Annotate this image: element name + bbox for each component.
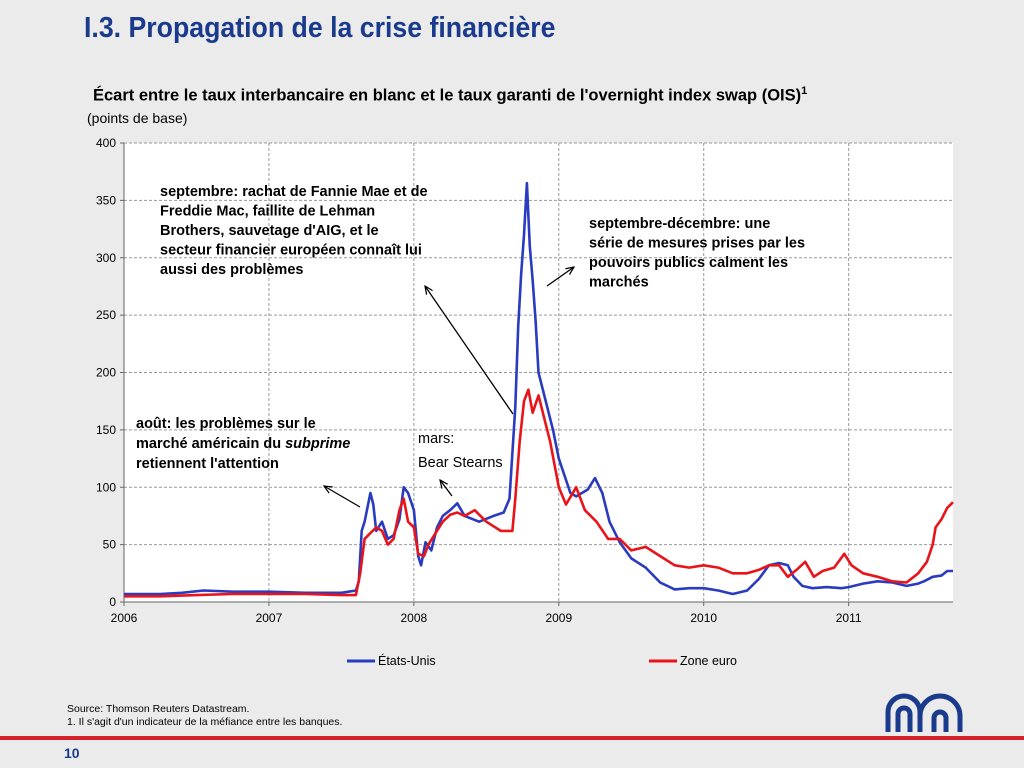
annotation-line: marché américain du subprime [136, 436, 350, 452]
x-tick-label: 2010 [690, 611, 717, 625]
series [124, 181, 954, 598]
chart-title: Écart entre le taux interbancaire en bla… [93, 85, 807, 106]
y-tick-label: 200 [96, 366, 116, 380]
y-tick-label: 150 [96, 423, 116, 437]
annotation-line: aussi des problèmes [160, 262, 303, 278]
x-tick-label: 2006 [111, 611, 138, 625]
logo-arch-inner [931, 709, 949, 732]
axes: 0 50 100 150 200 250 300 350 400 2006 2007 2008 2009… [96, 136, 953, 625]
arrow-september [425, 286, 514, 415]
x-tick-label: 2008 [401, 611, 428, 625]
annotation-line: août: les problèmes sur le [136, 416, 316, 432]
annotations: septembre: rachat de Fannie Mae et de Fre… [136, 184, 805, 472]
arrow-sept-dec [546, 267, 574, 287]
y-tick-label: 50 [103, 538, 117, 552]
chart-subtitle: (points de base) [87, 110, 188, 126]
annotation-sept-dec: septembre-décembre: une série de mesures … [589, 216, 805, 291]
series-line-united-states [124, 181, 953, 596]
series-line-euro-area [124, 388, 954, 598]
annotation-line: secteur financier européen connaît lui [160, 243, 422, 259]
y-tick-label: 100 [96, 480, 116, 494]
annotation-line: série de mesures prises par les [589, 236, 805, 252]
y-tick-label: 400 [96, 136, 116, 150]
y-tick-label: 350 [96, 193, 116, 207]
chart-title-footnote-mark: 1 [801, 85, 808, 97]
institution-logo [885, 693, 963, 732]
logo-arch-right [917, 693, 963, 732]
annotation-italic-term: subprime [285, 436, 350, 452]
annotation-line: retiennent l'attention [136, 456, 279, 472]
legend-label: États-Unis [378, 653, 436, 668]
annotation-september: septembre: rachat de Fannie Mae et de Fre… [160, 184, 428, 278]
legend: États-Unis Zone euro [347, 653, 737, 668]
y-tick-label: 0 [109, 595, 116, 609]
annotation-line: septembre: rachat de Fannie Mae et de [160, 184, 428, 200]
source-note: Source: Thomson Reuters Datastream. [67, 703, 250, 715]
line-chart: 0 50 100 150 200 250 300 350 400 2006 2007 2008 2009… [96, 136, 954, 668]
annotation-line: mars: [418, 431, 454, 447]
annotation-march: mars: Bear Stearns [418, 431, 503, 471]
logo-arch-left [885, 693, 923, 732]
annotation-line: marchés [589, 275, 649, 291]
y-tick-label: 300 [96, 251, 116, 265]
legend-item-united-states: États-Unis [347, 653, 436, 668]
annotation-line: Brothers, sauvetage d'AIG, et le [160, 223, 379, 239]
arrow-august [324, 486, 361, 508]
x-tick-label: 2011 [836, 611, 862, 625]
page-number: 10 [64, 745, 80, 761]
chart-title-text: Écart entre le taux interbancaire en bla… [93, 86, 802, 105]
annotation-arrows [324, 267, 574, 508]
slide-title: I.3. Propagation de la crise financière [84, 12, 556, 44]
annotation-line: Freddie Mac, faillite de Lehman [160, 204, 375, 220]
annotation-line: Bear Stearns [418, 455, 503, 471]
arrow-march [440, 480, 453, 497]
annotation-line: pouvoirs publics calment les [589, 255, 788, 271]
bottom-rule [0, 736, 1024, 740]
footnote: 1. Il s'agit d'un indicateur de la méfia… [67, 716, 343, 728]
x-tick-label: 2007 [256, 611, 283, 625]
legend-label: Zone euro [680, 654, 737, 668]
y-tick-label: 250 [96, 308, 116, 322]
legend-item-euro-area: Zone euro [649, 654, 737, 668]
annotation-text: marché américain du [136, 436, 285, 452]
annotation-line: septembre-décembre: une [589, 216, 770, 232]
annotation-august: août: les problèmes sur le marché américa… [136, 416, 350, 472]
x-tick-label: 2009 [545, 611, 572, 625]
logo-arch-inner-left [895, 705, 913, 732]
